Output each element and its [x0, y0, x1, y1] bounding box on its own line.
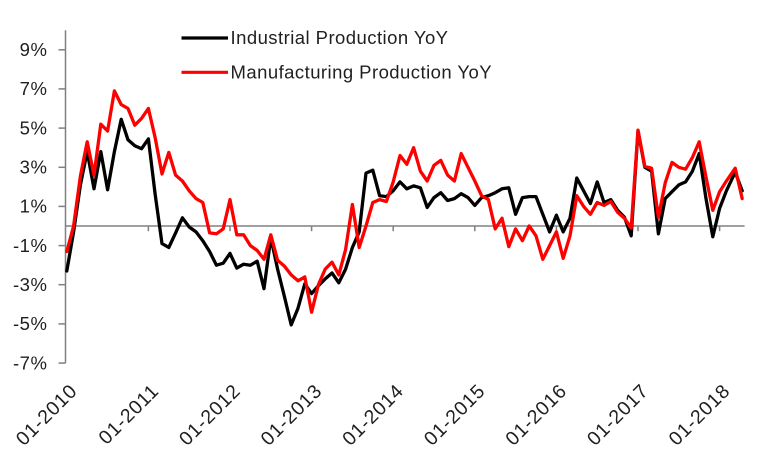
svg-text:5%: 5%: [20, 117, 48, 138]
svg-text:-5%: -5%: [13, 313, 48, 334]
svg-text:3%: 3%: [20, 157, 48, 178]
svg-text:Industrial Production YoY: Industrial Production YoY: [231, 27, 449, 48]
svg-text:-7%: -7%: [13, 352, 48, 373]
svg-text:-3%: -3%: [13, 274, 48, 295]
svg-text:Manufacturing Production YoY: Manufacturing Production YoY: [231, 61, 493, 82]
svg-text:-1%: -1%: [13, 235, 48, 256]
svg-text:1%: 1%: [20, 196, 48, 217]
svg-text:9%: 9%: [20, 39, 48, 60]
svg-text:7%: 7%: [20, 78, 48, 99]
